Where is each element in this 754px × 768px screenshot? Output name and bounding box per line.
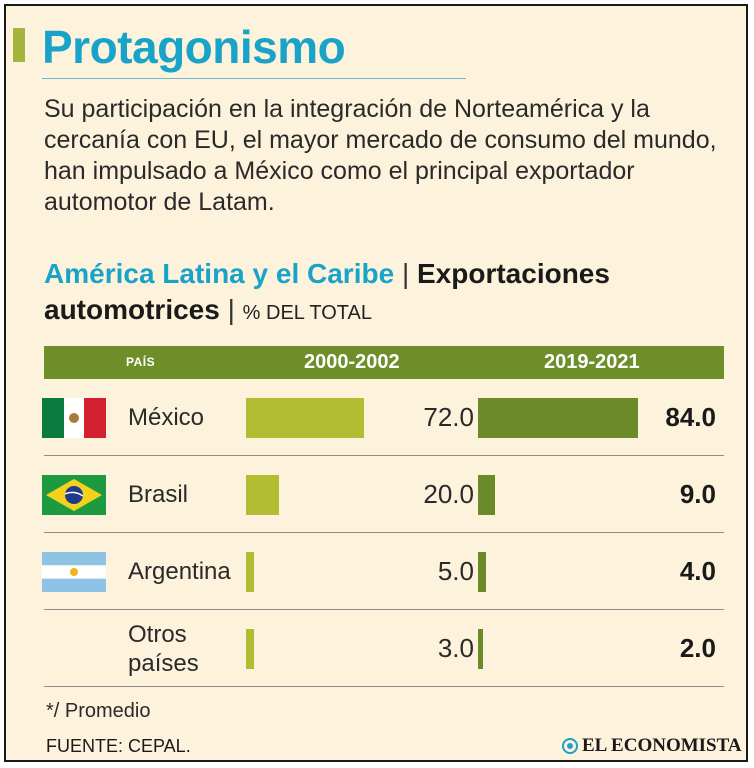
source-note: FUENTE: CEPAL. bbox=[46, 736, 191, 756]
country-label-otros-paises: Otros países bbox=[128, 620, 199, 678]
row-divider bbox=[44, 455, 724, 456]
bar-2019-2021-brasil bbox=[478, 474, 496, 515]
value-2000-2002-argentina: 5.0 bbox=[437, 555, 474, 586]
country-label-line: Otros bbox=[128, 620, 187, 648]
header-country: PAÍS bbox=[126, 355, 156, 369]
argentina-flag-icon bbox=[42, 551, 106, 592]
brazil-flag-icon bbox=[42, 474, 106, 515]
brand-mark-icon bbox=[562, 738, 578, 754]
value-2019-2021-brasil: 9.0 bbox=[679, 478, 716, 509]
bar-2019-2021-mexico bbox=[478, 397, 638, 438]
intro-paragraph: Su participación en la integración de No… bbox=[44, 95, 717, 216]
subtitle-region: América Latina y el Caribe bbox=[44, 258, 395, 289]
infographic-card: Protagonismo Su participación en la inte… bbox=[4, 4, 748, 762]
subtitle-separator-2: | bbox=[227, 294, 235, 325]
bar-2000-2002-argentina bbox=[246, 551, 255, 592]
header-period-2000-2002: 2000-2002 bbox=[304, 351, 400, 373]
country-label-line: Brasil bbox=[128, 481, 189, 508]
brand-logo: EL ECONOMISTA bbox=[562, 734, 742, 758]
country-label-line: México bbox=[128, 404, 205, 431]
subtitle-separator: | bbox=[401, 258, 410, 289]
row-divider bbox=[44, 609, 724, 610]
bar-2019-2021-otros-paises bbox=[478, 628, 483, 669]
bar-2000-2002-brasil bbox=[246, 474, 279, 515]
country-label-argentina: Argentina bbox=[128, 557, 231, 586]
value-2019-2021-mexico: 84.0 bbox=[665, 401, 716, 432]
subtitle-unit: % DEL TOTAL bbox=[242, 302, 372, 324]
country-label-line: Argentina bbox=[128, 558, 231, 585]
row-divider bbox=[44, 686, 724, 687]
value-2000-2002-brasil: 20.0 bbox=[423, 478, 474, 509]
country-label-brasil: Brasil bbox=[128, 480, 188, 509]
value-2019-2021-argentina: 4.0 bbox=[679, 555, 716, 586]
chart-subtitle: América Latina y el Caribe | Exportacion… bbox=[44, 256, 744, 331]
title-underline bbox=[42, 78, 466, 79]
value-2000-2002-mexico: 72.0 bbox=[423, 401, 474, 432]
country-label-mexico: México bbox=[128, 403, 204, 432]
bar-2000-2002-mexico bbox=[246, 397, 365, 438]
bar-2019-2021-argentina bbox=[478, 551, 486, 592]
mexico-flag-icon bbox=[42, 397, 106, 438]
page-title: Protagonismo bbox=[42, 21, 346, 73]
footnote: */ Promedio bbox=[46, 700, 151, 722]
bar-2000-2002-otros-paises bbox=[246, 628, 254, 669]
table-header: PAÍS 2000-2002 2019-2021 bbox=[44, 346, 724, 379]
brand-name: EL ECONOMISTA bbox=[582, 735, 742, 756]
country-label-line: países bbox=[128, 649, 199, 677]
value-2000-2002-otros-paises: 3.0 bbox=[437, 632, 474, 663]
value-2019-2021-otros-paises: 2.0 bbox=[679, 632, 716, 663]
title-accent-bar bbox=[13, 28, 25, 62]
subtitle-metric: Exportaciones automotrices bbox=[44, 258, 610, 325]
header-period-2019-2021: 2019-2021 bbox=[544, 351, 640, 373]
row-divider bbox=[44, 532, 724, 533]
